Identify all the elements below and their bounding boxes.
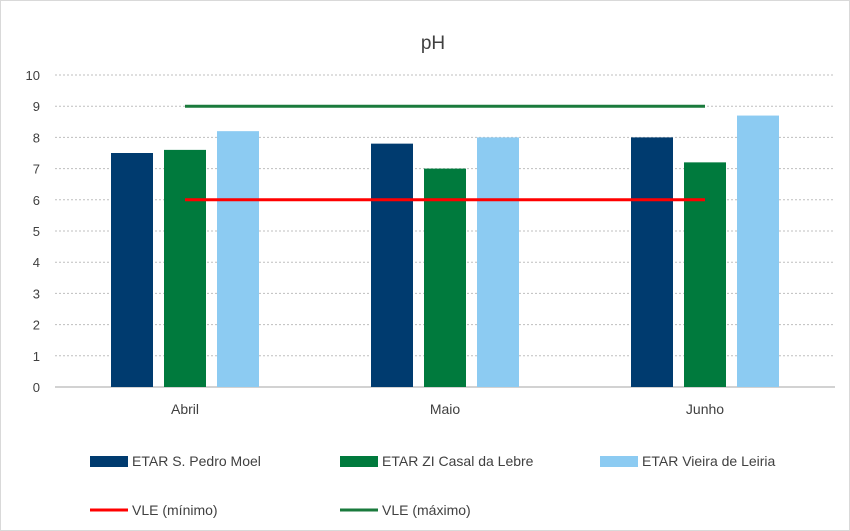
legend-label: ETAR ZI Casal da Lebre [382,453,534,469]
y-tick-label: 6 [33,193,40,208]
legend-label: ETAR Vieira de Leiria [642,453,776,469]
y-tick-label: 7 [33,162,40,177]
y-tick-label: 1 [33,349,40,364]
y-tick-label: 8 [33,130,40,145]
legend-label: ETAR S. Pedro Moel [132,453,261,469]
bar-3-junho [737,115,779,387]
y-tick-label: 4 [33,255,40,270]
bar-2-maio [424,168,466,387]
bar-2-junho [684,162,726,387]
y-tick-label: 3 [33,286,40,301]
y-tick-label: 2 [33,318,40,333]
bar-1-abril [111,153,153,387]
y-tick-label: 9 [33,99,40,114]
reference-lines [185,104,705,202]
y-tick-label: 5 [33,224,40,239]
bar-1-maio [371,143,413,387]
legend-label: VLE (máximo) [382,502,471,518]
x-category-label: Maio [430,401,461,417]
x-category-label: Junho [686,401,724,417]
bar-3-maio [477,137,519,387]
legend-swatch [90,456,128,467]
bar-3-abril [217,131,259,387]
x-category-label: Abril [171,401,199,417]
y-tick-label: 0 [33,380,40,395]
legend: ETAR S. Pedro Moel ETAR ZI Casal da Lebre… [90,453,776,518]
x-axis-categories: Abril Maio Junho [171,401,724,417]
y-tick-label: 10 [26,68,40,83]
legend-swatch [600,456,638,467]
bar-2-abril [164,149,206,387]
bar-1-junho [631,137,673,387]
bars [111,115,779,387]
y-axis-ticks: 0 1 2 3 4 5 6 7 8 9 10 [26,68,40,395]
chart-title: pH [421,33,445,54]
legend-swatch [340,456,378,467]
legend-label: VLE (mínimo) [132,502,218,518]
